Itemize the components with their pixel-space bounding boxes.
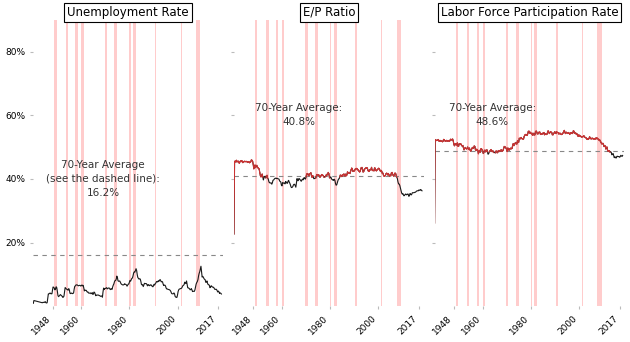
Bar <box>556 20 558 306</box>
Bar <box>467 20 469 306</box>
Bar <box>477 20 479 306</box>
Bar <box>255 20 258 306</box>
Bar <box>506 20 508 306</box>
Bar <box>155 20 156 306</box>
Bar <box>276 20 278 306</box>
Bar <box>530 20 532 306</box>
Title: Labor Force Participation Rate: Labor Force Participation Rate <box>441 5 618 18</box>
Text: 70-Year Average:
48.6%: 70-Year Average: 48.6% <box>449 103 536 127</box>
Bar <box>76 20 77 306</box>
Bar <box>534 20 537 306</box>
Bar <box>282 20 284 306</box>
Bar <box>483 20 485 306</box>
Bar <box>334 20 336 306</box>
Bar <box>81 20 84 306</box>
Title: E/P Ratio: E/P Ratio <box>302 5 355 18</box>
Bar <box>315 20 318 306</box>
Bar <box>397 20 401 306</box>
Bar <box>133 20 136 306</box>
Bar <box>105 20 107 306</box>
Bar <box>330 20 331 306</box>
Bar <box>381 20 382 306</box>
Text: 70-Year Average:
40.8%: 70-Year Average: 40.8% <box>255 103 343 127</box>
Bar <box>597 20 602 306</box>
Bar <box>355 20 357 306</box>
Bar <box>266 20 269 306</box>
Bar <box>581 20 583 306</box>
Text: 70-Year Average
(see the dashed line):
16.2%: 70-Year Average (see the dashed line): 1… <box>46 160 160 198</box>
Bar <box>129 20 130 306</box>
Bar <box>115 20 117 306</box>
Bar <box>455 20 458 306</box>
Bar <box>196 20 200 306</box>
Bar <box>516 20 518 306</box>
Bar <box>66 20 68 306</box>
Bar <box>54 20 57 306</box>
Bar <box>306 20 308 306</box>
Title: Unemployment Rate: Unemployment Rate <box>67 5 189 18</box>
